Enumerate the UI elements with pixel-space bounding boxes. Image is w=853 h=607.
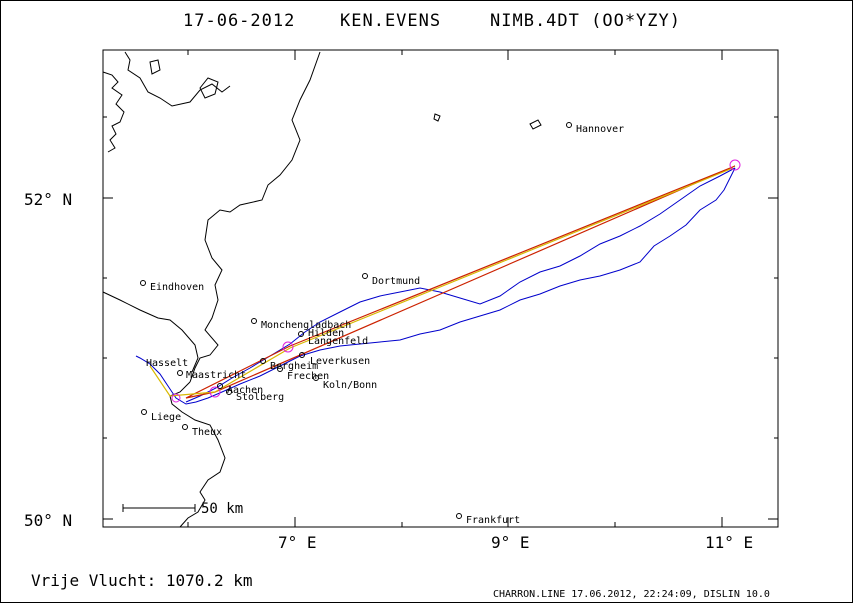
island — [199, 77, 219, 99]
title-pilot: KEN.EVENS — [340, 11, 441, 31]
x-label-11e: 11° E — [705, 533, 753, 552]
city-hasselt: Hasselt — [146, 358, 188, 369]
city-hilden: Hilden — [308, 328, 344, 339]
turnpoint-marker — [729, 159, 741, 171]
enclave — [433, 113, 441, 122]
de-be-border — [169, 381, 226, 528]
city-bergheim: Bergheim — [270, 361, 318, 372]
axis-ticks — [103, 50, 778, 527]
flight-track-south — [135, 167, 736, 405]
island-small — [149, 59, 161, 75]
city-maastricht: Maastricht — [186, 370, 246, 381]
country-borders — [102, 51, 542, 528]
scale-bar-label: 50 km — [201, 501, 243, 517]
scale-bar: 50 km — [122, 501, 243, 517]
coast-north — [124, 51, 231, 107]
distance-label: Vrije Vlucht: 1070.2 km — [31, 571, 253, 590]
coastline — [102, 71, 125, 153]
title-glider: NIMB.4DT (OO*YZY) — [490, 11, 681, 31]
task-line-red — [185, 165, 736, 399]
city-stolberg: Stolberg — [236, 392, 284, 403]
city-frechen: Frechen — [287, 371, 329, 382]
title-date: 17-06-2012 — [183, 11, 295, 31]
city-hannover: Hannover — [576, 124, 624, 135]
map-plot-area: 52° N 50° N 7° E 9° E 11° E Ha — [24, 49, 779, 552]
x-label-7e: 7° E — [278, 533, 317, 552]
city-langenfeld: Langenfeld — [308, 336, 368, 347]
be-nl-border — [102, 291, 199, 373]
de-nl-border — [189, 51, 321, 383]
plot-border — [102, 49, 779, 528]
city-theux: Theux — [192, 427, 222, 438]
y-label-52n: 52° N — [24, 190, 72, 209]
turnpoint-marker — [171, 393, 181, 403]
city-dortmund: Dortmund — [372, 276, 420, 287]
city-leverkusen: Leverkusen — [310, 356, 370, 367]
city-aachen: Aachen — [227, 385, 263, 396]
turnpoint-marker — [209, 386, 221, 398]
city-eindhoven: Eindhoven — [150, 282, 204, 293]
city-monchengladbach: Monchengladbach — [261, 320, 351, 331]
lake — [529, 119, 542, 130]
credit-line: CHARRON.LINE 17.06.2012, 22:24:09, DISLI… — [493, 589, 770, 600]
city-koln-bonn: Koln/Bonn — [323, 380, 377, 391]
y-label-50n: 50° N — [24, 511, 72, 530]
task-line-yellow — [149, 167, 734, 397]
city-liege: Liege — [151, 412, 181, 423]
city-markers: Hannover Eindhoven Dortmund Monchengladb… — [140, 122, 624, 526]
turnpoint-marker — [282, 341, 294, 353]
city-frankfurt: Frankfurt — [466, 515, 520, 526]
x-label-9e: 9° E — [491, 533, 530, 552]
